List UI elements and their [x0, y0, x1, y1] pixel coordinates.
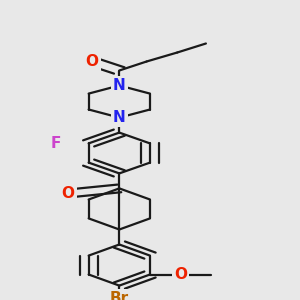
Text: N: N	[113, 78, 126, 93]
Text: O: O	[174, 267, 187, 282]
Text: Br: Br	[110, 291, 129, 300]
Text: F: F	[51, 136, 61, 151]
Text: N: N	[113, 110, 126, 125]
Text: O: O	[62, 186, 75, 201]
Text: O: O	[85, 54, 98, 69]
